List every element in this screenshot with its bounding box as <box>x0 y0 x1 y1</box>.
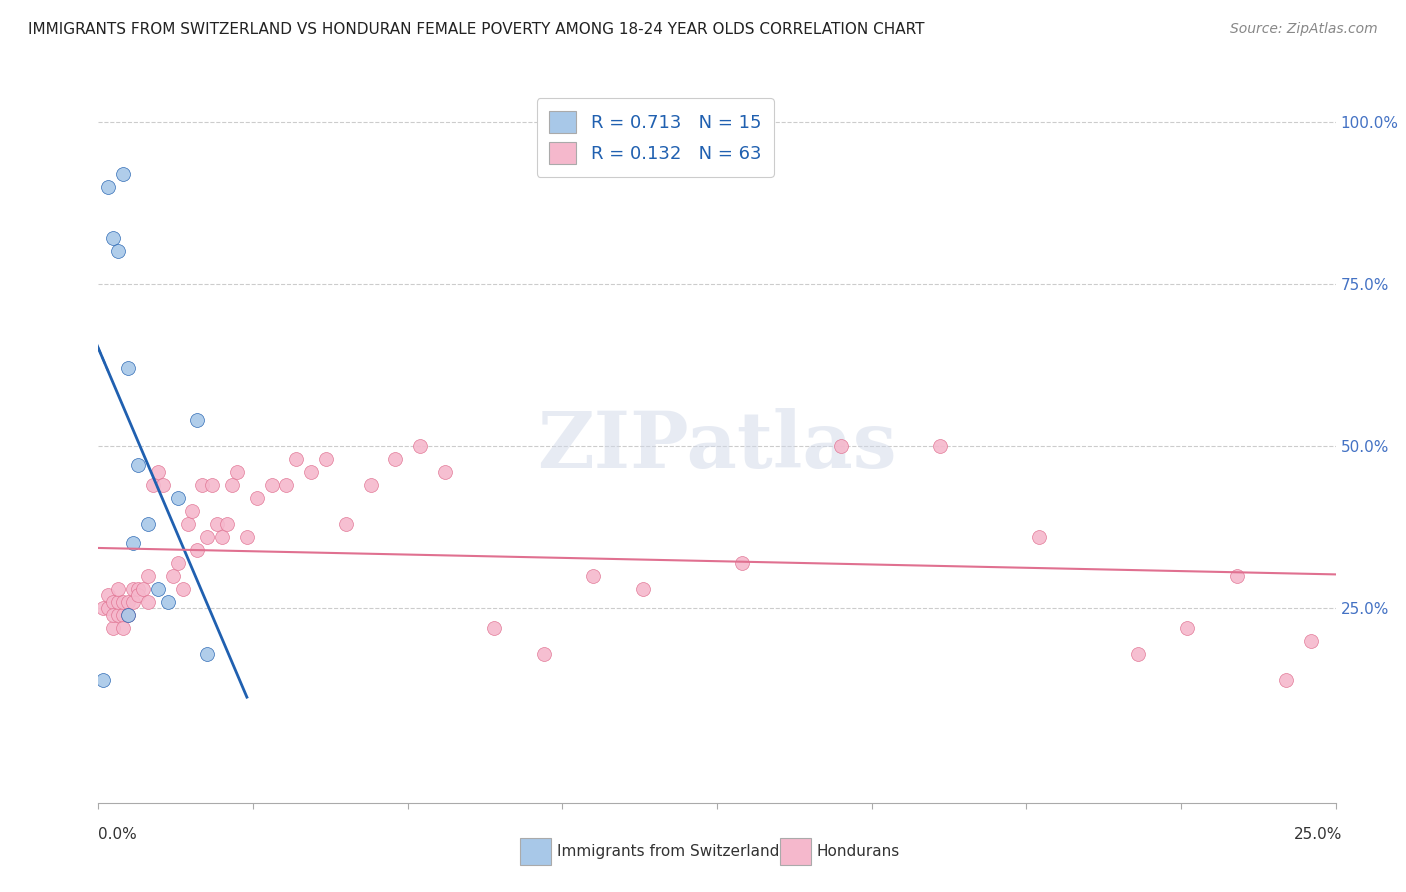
Point <box>484 621 506 635</box>
Point <box>117 361 139 376</box>
Point <box>103 621 125 635</box>
Point <box>299 465 322 479</box>
Point <box>191 478 214 492</box>
Point <box>97 588 120 602</box>
Point <box>103 231 125 245</box>
Point <box>211 530 233 544</box>
Point <box>112 595 135 609</box>
Text: Hondurans: Hondurans <box>817 845 900 859</box>
Point <box>226 465 249 479</box>
Point <box>260 478 283 492</box>
Point <box>117 607 139 622</box>
Point <box>136 568 159 582</box>
Point <box>136 516 159 531</box>
Point <box>176 516 198 531</box>
Point <box>97 601 120 615</box>
Point <box>127 582 149 596</box>
Point <box>146 465 169 479</box>
Point <box>1299 633 1322 648</box>
Point <box>117 607 139 622</box>
Point <box>631 582 654 596</box>
Point <box>384 452 406 467</box>
Point <box>103 607 125 622</box>
Point <box>162 568 184 582</box>
Point <box>172 582 194 596</box>
Point <box>731 556 754 570</box>
Point <box>217 516 239 531</box>
Point <box>103 595 125 609</box>
Point <box>276 478 298 492</box>
Point <box>315 452 337 467</box>
Point <box>127 458 149 473</box>
Point <box>156 595 179 609</box>
Point <box>112 621 135 635</box>
Point <box>93 673 115 687</box>
Point <box>112 607 135 622</box>
Point <box>93 601 115 615</box>
Point <box>142 478 165 492</box>
Point <box>195 647 218 661</box>
Point <box>107 244 129 259</box>
Point <box>409 439 432 453</box>
Point <box>117 595 139 609</box>
Point <box>97 179 120 194</box>
Point <box>201 478 224 492</box>
Point <box>285 452 308 467</box>
Point <box>112 167 135 181</box>
Text: Immigrants from Switzerland: Immigrants from Switzerland <box>557 845 779 859</box>
Text: 25.0%: 25.0% <box>1295 827 1343 841</box>
Point <box>136 595 159 609</box>
Point <box>122 536 145 550</box>
Point <box>928 439 950 453</box>
Point <box>132 582 155 596</box>
Point <box>1126 647 1149 661</box>
Legend: R = 0.713   N = 15, R = 0.132   N = 63: R = 0.713 N = 15, R = 0.132 N = 63 <box>537 98 773 177</box>
Point <box>1028 530 1050 544</box>
Point <box>830 439 852 453</box>
Point <box>107 595 129 609</box>
Point <box>533 647 555 661</box>
Text: 0.0%: 0.0% <box>98 827 138 841</box>
Point <box>1226 568 1249 582</box>
Point <box>335 516 357 531</box>
Point <box>107 607 129 622</box>
Point <box>166 491 188 505</box>
Point <box>1275 673 1298 687</box>
Point <box>107 582 129 596</box>
Point <box>166 556 188 570</box>
Point <box>181 504 204 518</box>
Point <box>221 478 243 492</box>
Point <box>433 465 456 479</box>
Point <box>246 491 269 505</box>
Point <box>582 568 605 582</box>
Point <box>205 516 228 531</box>
Point <box>186 542 208 557</box>
Point <box>236 530 259 544</box>
Point <box>122 595 145 609</box>
Point <box>127 588 149 602</box>
Point <box>186 413 208 427</box>
Point <box>360 478 382 492</box>
Text: ZIPatlas: ZIPatlas <box>537 408 897 484</box>
Point <box>146 582 169 596</box>
Text: Source: ZipAtlas.com: Source: ZipAtlas.com <box>1230 22 1378 37</box>
Text: IMMIGRANTS FROM SWITZERLAND VS HONDURAN FEMALE POVERTY AMONG 18-24 YEAR OLDS COR: IMMIGRANTS FROM SWITZERLAND VS HONDURAN … <box>28 22 925 37</box>
Point <box>195 530 218 544</box>
Point <box>152 478 174 492</box>
Point <box>122 582 145 596</box>
Point <box>1175 621 1198 635</box>
